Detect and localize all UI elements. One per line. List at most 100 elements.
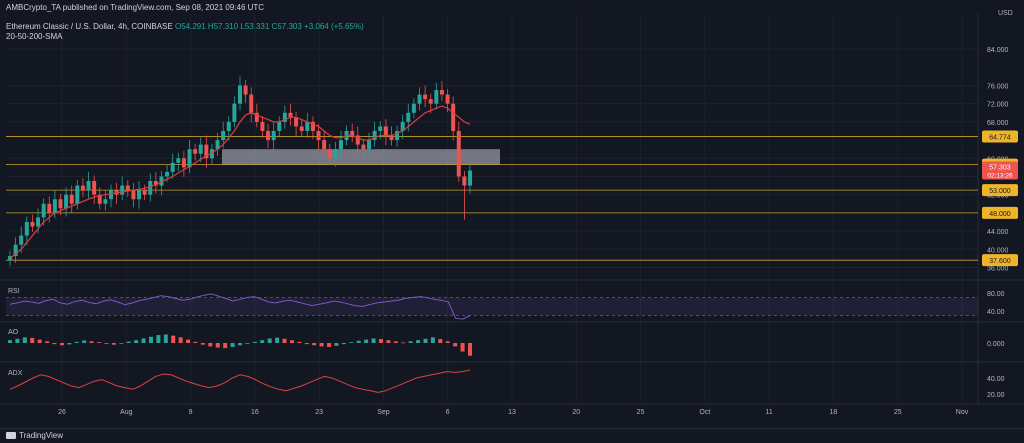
price-tick-label: 72.000: [987, 102, 1009, 109]
current-price-label: 57.303: [989, 165, 1011, 172]
ao-bar: [230, 343, 235, 347]
candle-body: [294, 117, 299, 127]
price-tick-label: 36.000: [987, 265, 1009, 272]
ohlc-open: O54.291: [174, 22, 206, 31]
candle-body: [310, 121, 315, 131]
candle-body: [215, 140, 220, 150]
candle-body: [282, 112, 287, 122]
level-label: 37.600: [989, 258, 1011, 265]
ao-bar: [30, 337, 35, 343]
ao-bar: [378, 339, 383, 343]
rsi-tick-label: 80.00: [987, 291, 1005, 298]
x-tick-label: Aug: [120, 409, 133, 416]
candle-body: [142, 190, 147, 195]
ao-bar: [208, 343, 213, 347]
ao-bar: [319, 343, 324, 347]
x-tick-label: 26: [58, 409, 66, 416]
adx-tick-label: 20.00: [987, 392, 1005, 399]
ao-bar: [252, 341, 257, 343]
candle-body: [148, 181, 153, 195]
level-label-bg: [982, 130, 1018, 143]
x-tick-label: 13: [508, 409, 516, 416]
candle-body: [181, 158, 186, 168]
candle-body: [411, 103, 416, 113]
candle-body: [13, 244, 18, 257]
candle-body: [333, 149, 338, 159]
countdown-label: 02:13:26: [987, 173, 1013, 180]
level-label: 48.000: [989, 211, 1011, 218]
ao-bar: [45, 341, 50, 343]
candle-body: [153, 181, 158, 186]
ao-bar: [260, 340, 265, 343]
candle-body: [52, 199, 57, 213]
ao-bar: [97, 342, 102, 343]
candle-body: [406, 112, 411, 122]
ao-bar: [156, 335, 161, 343]
candle-body: [400, 121, 405, 131]
ao-bar: [327, 343, 332, 347]
tradingview-logo-icon: [6, 432, 16, 439]
price-tick-label: 52.000: [987, 193, 1009, 200]
candle-body: [243, 85, 248, 95]
ao-bar: [171, 335, 176, 343]
x-tick-label: Oct: [699, 409, 710, 416]
candle-body: [456, 130, 461, 177]
ao-bar: [141, 338, 146, 343]
ao-bar: [74, 341, 79, 343]
x-tick-label: 23: [315, 409, 323, 416]
candle-body: [198, 144, 203, 154]
candle-body: [170, 162, 175, 172]
ohlc-close: C57.303: [271, 22, 302, 31]
ao-bar: [193, 341, 198, 343]
candle-body: [86, 181, 91, 191]
candle-body: [299, 126, 304, 131]
ao-bar: [186, 339, 191, 343]
x-tick-label: Nov: [956, 409, 969, 416]
footer-bar: [0, 428, 1024, 443]
ao-bar: [282, 338, 287, 343]
ao-bar: [223, 343, 228, 349]
ao-bar: [356, 340, 361, 343]
ao-bar: [37, 339, 42, 343]
x-tick-label: 6: [446, 409, 450, 416]
candle-body: [209, 149, 214, 159]
candle-body: [108, 190, 113, 200]
ao-bar: [111, 343, 116, 345]
ao-bar: [297, 341, 302, 343]
candle-body: [428, 99, 433, 104]
publisher-line: AMBCrypto_TA published on TradingView.co…: [6, 3, 265, 12]
ao-bar: [408, 341, 413, 343]
rsi-tick-label: 40.00: [987, 309, 1005, 316]
candle-body: [451, 103, 456, 131]
ao-bar: [423, 338, 428, 343]
candle-body: [254, 112, 259, 122]
ao-pane-label: AO: [8, 329, 19, 336]
candle-body: [221, 130, 226, 141]
ao-bar: [304, 343, 309, 345]
ao-bar: [126, 341, 131, 343]
tradingview-logo[interactable]: TradingView: [6, 431, 63, 440]
candle-body: [367, 140, 372, 150]
candle-body: [417, 94, 422, 104]
adx-tick-label: 40.00: [987, 376, 1005, 383]
candle-body: [47, 203, 52, 213]
ao-bar: [312, 343, 317, 346]
candle-body: [19, 235, 24, 245]
x-tick-label: 9: [189, 409, 193, 416]
candle-body: [238, 85, 242, 104]
x-tick-label: 16: [251, 409, 259, 416]
candle-body: [271, 130, 276, 141]
ao-bar: [245, 343, 250, 344]
candle-body: [120, 185, 125, 195]
ao-bar: [163, 334, 168, 343]
candle-body: [260, 121, 265, 131]
candle-body: [462, 176, 467, 186]
ao-bar: [267, 338, 272, 343]
candle-body: [75, 185, 80, 204]
candle-body: [378, 126, 383, 131]
ao-bar: [371, 338, 376, 343]
candle-body: [137, 190, 142, 200]
symbol-line: Ethereum Classic / U.S. Dollar, 4h, COIN…: [6, 22, 364, 31]
candle-body: [69, 194, 74, 204]
